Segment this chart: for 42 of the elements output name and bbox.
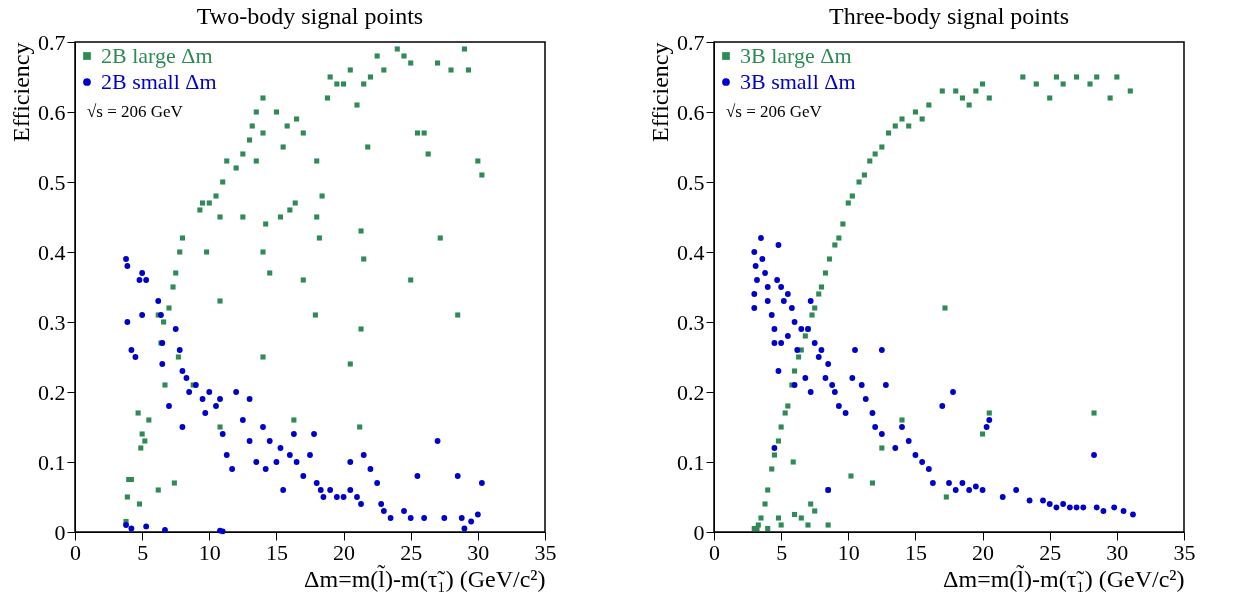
y-tick-label: 0 [693,519,705,545]
x-axis-title: Δm=m(l̃)-m(τ̃₁) (GeV/c²) [943,563,1185,592]
x-tick-label: 10 [198,539,221,565]
y-tick-label: 0.6 [38,99,66,125]
y-axis-title: Efficiency [647,42,673,143]
y-tick-label: 0.3 [677,309,705,335]
x-tick-label: 20 [972,539,995,565]
y-tick-label: 0.4 [677,239,705,265]
y-tick-label: 0 [54,519,66,545]
legend-label: 3B small Δm [740,69,856,94]
y-tick-label: 0.3 [38,309,66,335]
y-tick-label: 0.1 [677,449,705,475]
y-tick-label: 0.4 [38,239,66,265]
legend-label: 2B large Δm [101,43,213,68]
y-tick-label: 0.7 [677,29,705,55]
x-tick-label: 30 [467,539,490,565]
x-tick-label: 10 [837,539,860,565]
x-tick-label: 15 [265,539,288,565]
x-tick-label: 20 [333,539,356,565]
x-tick-label: 25 [1039,539,1062,565]
annotation: √s = 206 GeV [726,102,823,121]
x-tick-label: 5 [137,539,149,565]
y-tick-label: 0.1 [38,449,66,475]
x-tick-label: 30 [1106,539,1129,565]
x-tick-label: 35 [534,539,557,565]
chart-title: Two-body signal points [196,3,424,29]
y-tick-label: 0.7 [38,29,66,55]
legend-label: 3B large Δm [740,43,852,68]
x-tick-label: 15 [904,539,927,565]
annotation: √s = 206 GeV [87,102,184,121]
x-axis-title: Δm=m(l̃)-m(τ̃₁) (GeV/c²) [304,563,546,592]
chart-title: Three-body signal points [829,3,1069,29]
legend-label: 2B small Δm [101,69,217,94]
x-tick-label: 5 [776,539,788,565]
y-tick-label: 0.5 [38,169,66,195]
y-tick-label: 0.2 [677,379,705,405]
x-tick-label: 25 [400,539,423,565]
y-axis-title: Efficiency [8,42,34,143]
y-tick-label: 0.2 [38,379,66,405]
y-tick-label: 0.6 [677,99,705,125]
x-tick-label: 35 [1173,539,1196,565]
y-tick-label: 0.5 [677,169,705,195]
